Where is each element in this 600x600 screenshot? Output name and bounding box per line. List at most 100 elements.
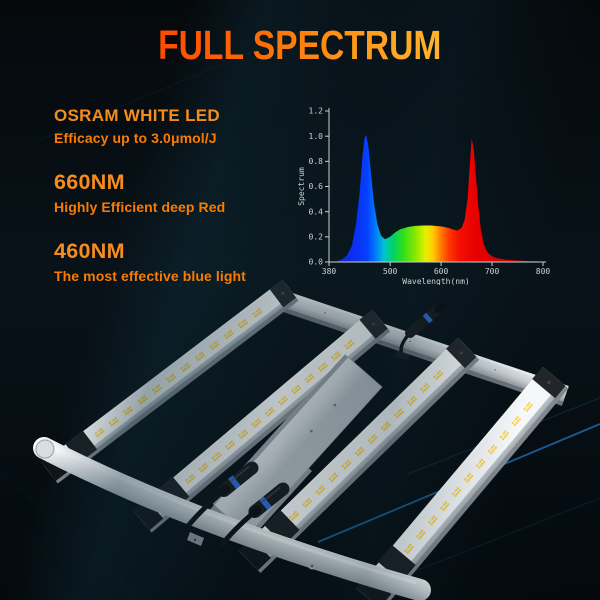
led-dot	[334, 356, 338, 360]
feature-heading: 460NM	[54, 239, 125, 263]
led-dot	[480, 458, 483, 462]
led-dot	[319, 369, 323, 372]
led-dot	[196, 358, 200, 361]
led-dot	[126, 411, 130, 414]
connector-blue-ring	[259, 496, 272, 510]
led-dot	[157, 388, 160, 391]
led-dot	[356, 454, 360, 457]
led-dot	[190, 474, 194, 477]
led-dot	[204, 466, 207, 470]
led-dot	[502, 432, 506, 435]
led-dot	[268, 412, 271, 415]
led-dot	[315, 490, 318, 493]
led-dot	[182, 369, 185, 372]
led-dot	[433, 519, 436, 522]
led-dot	[145, 397, 148, 401]
led-dot	[435, 373, 438, 377]
led-dot	[245, 321, 248, 324]
led-dot	[410, 397, 413, 400]
led-dot	[401, 410, 404, 414]
led-dot	[442, 508, 445, 512]
led-dot	[211, 347, 214, 351]
led-dot	[321, 489, 324, 492]
spectrum-curve	[329, 134, 543, 262]
led-dot	[187, 481, 190, 484]
led-dot	[294, 514, 298, 518]
led-dot	[202, 468, 205, 471]
led-dot	[419, 531, 422, 534]
led-dot	[114, 420, 117, 424]
led-dot	[318, 487, 322, 490]
led-dot	[196, 354, 200, 358]
led-dot	[525, 409, 529, 412]
led-dot	[239, 325, 243, 329]
led-dot	[432, 515, 436, 518]
led-dot	[256, 313, 259, 316]
led-dot	[414, 398, 417, 401]
led-dot	[255, 419, 258, 423]
led-dot	[407, 401, 410, 404]
y-tick-label: 0.4	[309, 207, 324, 216]
led-dot	[291, 514, 294, 517]
led-dot	[490, 452, 493, 455]
led-dot	[457, 490, 460, 494]
led-dot	[427, 385, 430, 388]
led-dot	[525, 405, 528, 409]
led-dot	[94, 432, 97, 435]
led-dot	[482, 460, 486, 463]
led-dot	[229, 330, 232, 333]
led-dot	[223, 334, 226, 337]
led-dot	[475, 464, 479, 467]
led-dot	[293, 387, 296, 391]
led-dot	[493, 448, 496, 451]
led-dot	[399, 412, 402, 415]
led-dot	[308, 375, 311, 378]
y-tick-label: 0.8	[309, 157, 324, 166]
led-dot	[202, 464, 205, 467]
led-dot	[421, 533, 425, 536]
led-dot	[440, 372, 444, 375]
led-dot	[530, 403, 533, 407]
led-dot	[228, 442, 232, 445]
led-dot	[241, 324, 245, 327]
led-dot	[371, 439, 375, 443]
led-dot	[526, 403, 529, 407]
led-dot	[436, 372, 440, 375]
led-dot	[518, 418, 521, 421]
led-dot	[108, 421, 112, 424]
led-dot	[349, 461, 352, 465]
led-dot	[397, 410, 400, 413]
led-dot	[317, 488, 320, 492]
led-dot	[226, 443, 230, 447]
led-dot	[200, 351, 204, 355]
led-dot	[333, 472, 337, 475]
led-dot	[226, 447, 230, 451]
led-dot	[188, 365, 191, 368]
y-tick-label: 1.0	[309, 132, 324, 141]
led-dot	[296, 513, 299, 516]
led-dot	[213, 346, 216, 349]
led-dot	[435, 517, 438, 520]
led-dot	[240, 436, 243, 439]
led-dot	[346, 347, 349, 350]
led-dot	[420, 388, 423, 391]
led-dot	[438, 374, 442, 377]
led-dot	[216, 343, 220, 346]
led-dot	[388, 423, 391, 426]
led-dot	[291, 518, 294, 521]
led-dot	[424, 388, 427, 392]
led-dot	[417, 533, 421, 536]
led-dot	[232, 443, 235, 446]
led-dot	[139, 402, 142, 405]
led-dot	[395, 412, 399, 415]
led-dot	[360, 447, 363, 450]
led-dot	[306, 380, 309, 383]
led-dot	[453, 490, 456, 494]
led-dot	[172, 373, 175, 376]
led-dot	[110, 420, 114, 423]
led-dot	[141, 396, 144, 400]
led-dot	[289, 516, 292, 519]
led-dot	[225, 445, 228, 448]
led-dot	[100, 428, 103, 431]
x-tick-label: 700	[485, 267, 500, 276]
